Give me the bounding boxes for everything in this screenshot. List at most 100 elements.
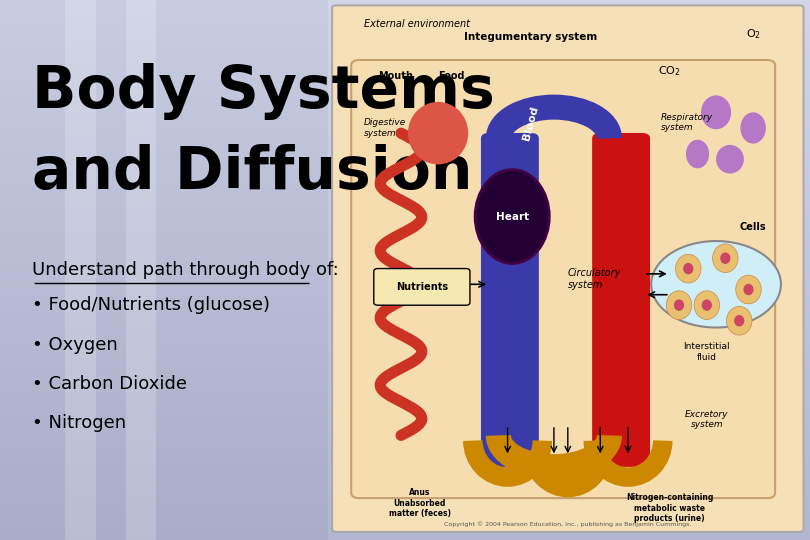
Bar — [0, 308, 328, 310]
Bar — [0, 459, 328, 462]
Bar — [328, 124, 810, 127]
Bar — [0, 65, 328, 68]
Bar — [328, 364, 810, 367]
Bar — [0, 57, 328, 59]
Bar — [328, 467, 810, 470]
Bar — [328, 184, 810, 186]
Bar — [328, 267, 810, 270]
Bar — [328, 111, 810, 113]
Bar — [0, 103, 328, 105]
Bar — [0, 324, 328, 327]
Bar — [328, 181, 810, 184]
Bar — [328, 305, 810, 308]
Bar — [328, 259, 810, 262]
Bar — [328, 373, 810, 375]
Text: Food: Food — [438, 71, 465, 81]
Bar — [0, 510, 328, 513]
Bar — [0, 532, 328, 535]
Text: Excretory
system: Excretory system — [685, 410, 728, 429]
Ellipse shape — [740, 112, 766, 144]
Bar — [328, 332, 810, 335]
Bar — [328, 165, 810, 167]
Bar — [328, 537, 810, 540]
Bar — [0, 184, 328, 186]
Bar — [328, 454, 810, 456]
Bar — [0, 97, 328, 100]
Bar — [0, 424, 328, 427]
Bar — [0, 8, 328, 11]
Bar — [328, 413, 810, 416]
Bar — [328, 62, 810, 65]
Bar — [328, 338, 810, 340]
Bar — [0, 405, 328, 408]
Text: • Food/Nutrients (glucose): • Food/Nutrients (glucose) — [32, 296, 271, 314]
Bar — [328, 394, 810, 397]
Bar — [0, 178, 328, 181]
Bar — [0, 292, 328, 294]
Bar — [328, 22, 810, 24]
Bar — [0, 127, 328, 130]
Bar — [328, 513, 810, 516]
Bar — [328, 310, 810, 313]
Bar — [328, 435, 810, 437]
Ellipse shape — [701, 96, 731, 129]
Text: Copyright © 2004 Pearson Education, Inc., publishing as Benjamin Cummings.: Copyright © 2004 Pearson Education, Inc.… — [444, 521, 692, 526]
Bar — [328, 464, 810, 467]
Bar — [328, 0, 810, 3]
Bar — [0, 130, 328, 132]
Bar — [0, 208, 328, 211]
Bar — [328, 470, 810, 472]
Bar — [328, 5, 810, 8]
Text: Interstitial
fluid: Interstitial fluid — [684, 342, 730, 362]
Bar — [0, 216, 328, 219]
Bar — [0, 432, 328, 435]
Bar — [328, 273, 810, 275]
FancyBboxPatch shape — [332, 5, 804, 532]
Bar — [0, 154, 328, 157]
Bar — [328, 370, 810, 373]
Bar — [328, 294, 810, 297]
Bar — [328, 8, 810, 11]
Bar — [328, 216, 810, 219]
Bar — [0, 464, 328, 467]
Bar — [328, 197, 810, 200]
Bar — [0, 516, 328, 518]
Bar — [0, 132, 328, 135]
Bar — [328, 49, 810, 51]
Bar — [0, 81, 328, 84]
Bar — [0, 491, 328, 494]
Bar — [328, 211, 810, 213]
Bar — [328, 130, 810, 132]
Bar — [0, 205, 328, 208]
Bar — [0, 5, 328, 8]
Bar — [328, 348, 810, 351]
Ellipse shape — [720, 253, 731, 264]
Bar — [328, 443, 810, 445]
Bar — [328, 73, 810, 76]
Bar — [0, 159, 328, 162]
Bar — [0, 238, 328, 240]
Bar — [328, 327, 810, 329]
Bar — [0, 275, 328, 278]
Bar — [328, 459, 810, 462]
Bar — [328, 46, 810, 49]
Bar — [0, 529, 328, 532]
Bar — [0, 335, 328, 338]
Bar — [0, 373, 328, 375]
Bar — [328, 302, 810, 305]
Bar — [0, 200, 328, 202]
Bar — [0, 346, 328, 348]
Bar — [328, 502, 810, 505]
Bar — [0, 116, 328, 119]
Bar — [328, 508, 810, 510]
Bar — [328, 489, 810, 491]
Bar — [328, 297, 810, 300]
Bar — [0, 240, 328, 243]
Bar — [328, 240, 810, 243]
Bar — [0, 27, 328, 30]
Bar — [0, 278, 328, 281]
Bar — [126, 0, 156, 540]
Ellipse shape — [683, 263, 693, 274]
Bar — [0, 46, 328, 49]
Bar — [0, 122, 328, 124]
